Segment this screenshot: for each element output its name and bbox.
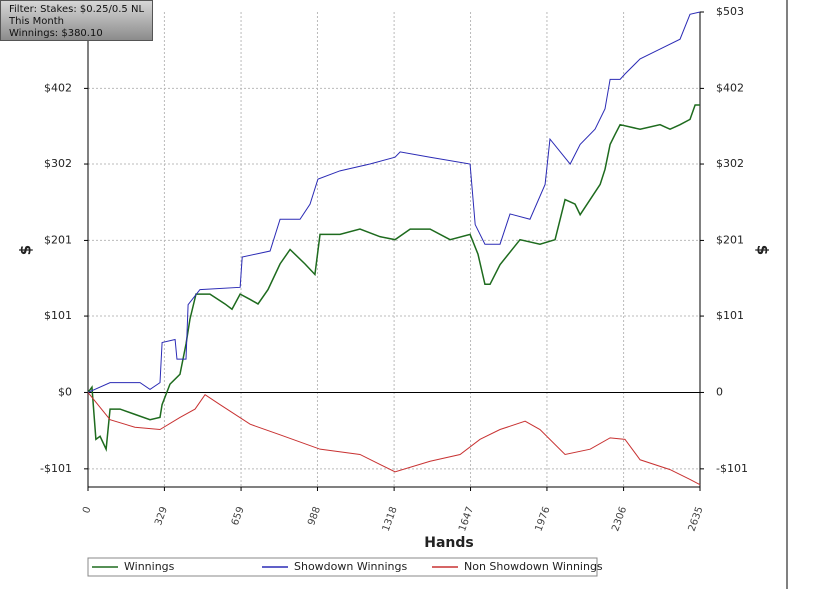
y2-tick-label: $402 <box>716 81 744 94</box>
y-tick-label: -$101 <box>40 462 72 475</box>
y-axis-title: $ <box>17 245 35 255</box>
y2-tick-label: $201 <box>716 233 744 246</box>
legend-label: Winnings <box>124 560 175 573</box>
y2-tick-label: $302 <box>716 157 744 170</box>
filter-text: Winnings: $380.10 <box>9 28 103 39</box>
legend-label: Showdown Winnings <box>294 560 408 573</box>
y2-tick-label: $101 <box>716 309 744 322</box>
y-tick-label: $0 <box>58 385 72 398</box>
y2-tick-label: 0 <box>716 385 723 398</box>
legend-box <box>87 557 598 577</box>
filter-text: Filter: Stakes: $0.25/0.5 NL <box>9 4 144 15</box>
y2-axis-title: $ <box>754 245 772 255</box>
y-tick-label: $302 <box>44 157 72 170</box>
y-tick-label: $201 <box>44 233 72 246</box>
legend-label: Non Showdown Winnings <box>464 560 603 573</box>
series-line <box>87 392 701 486</box>
series-line <box>87 11 701 393</box>
y2-tick-label: -$101 <box>716 462 748 475</box>
y-tick-label: $101 <box>44 309 72 322</box>
y-tick-label: $402 <box>44 81 72 94</box>
filter-box <box>0 0 153 41</box>
filter-text: This Month <box>8 16 64 27</box>
y2-tick-label: $503 <box>716 5 744 18</box>
series-line <box>87 104 700 452</box>
x-tick-label: 0 <box>81 505 94 515</box>
x-axis-title: Hands <box>424 535 474 551</box>
